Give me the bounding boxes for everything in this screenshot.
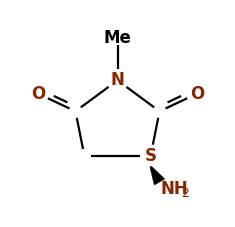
Polygon shape — [150, 166, 165, 185]
Text: 2: 2 — [181, 187, 189, 200]
Text: N: N — [110, 71, 125, 89]
Text: NH: NH — [161, 180, 188, 198]
Text: O: O — [190, 85, 204, 103]
Text: Me: Me — [104, 29, 131, 47]
Text: O: O — [31, 85, 45, 103]
Text: S: S — [145, 146, 157, 165]
